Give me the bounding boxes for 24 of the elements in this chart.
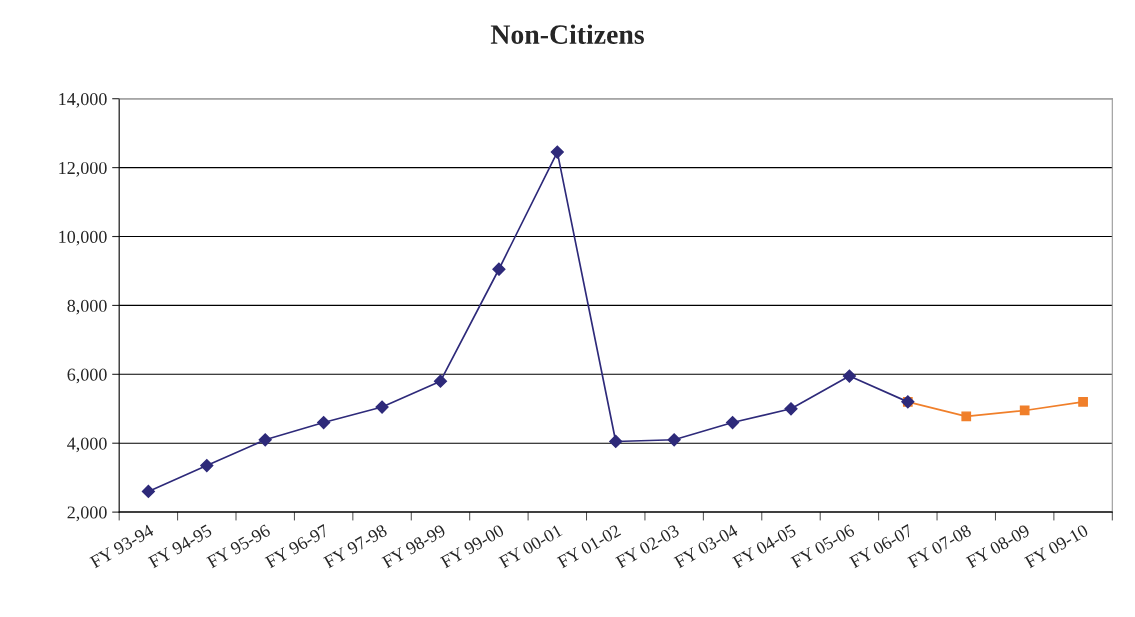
point <box>1078 397 1088 407</box>
point <box>492 262 506 276</box>
chart-title: Non-Citizens <box>490 24 644 44</box>
point <box>784 402 798 416</box>
point <box>725 415 740 430</box>
point <box>842 369 857 383</box>
point <box>258 433 272 447</box>
point <box>667 433 681 447</box>
y-tick-label: 6,000 <box>67 368 107 384</box>
point <box>609 434 623 449</box>
y-tick-label: 8,000 <box>67 299 107 315</box>
point <box>961 411 972 422</box>
point <box>375 400 389 414</box>
y-tick-label: 14,000 <box>59 92 107 108</box>
y-tick-label: 2,000 <box>67 506 107 522</box>
point <box>141 484 155 499</box>
y-tick-label: 4,000 <box>67 437 107 453</box>
y-tick-label: 12,000 <box>59 161 107 177</box>
point <box>433 374 448 388</box>
point <box>200 459 214 473</box>
point <box>317 415 331 430</box>
point <box>1019 405 1030 416</box>
y-tick-label: 10,000 <box>59 230 107 246</box>
point <box>550 145 564 159</box>
